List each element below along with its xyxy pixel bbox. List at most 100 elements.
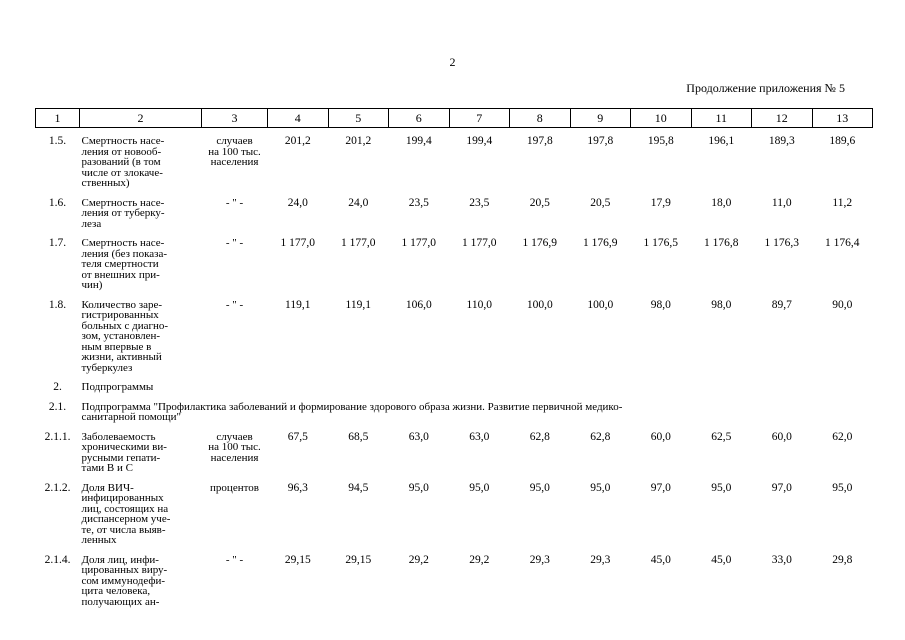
value-cell: 119,1 [345,298,371,311]
indicator-name: Доля ВИЧ- инфицированных лиц, состоящих … [81,481,171,547]
unit-of-measure: - " - [225,553,244,566]
value-cell: 94,5 [348,481,369,494]
indicators-table: 1 2 3 4 5 6 7 8 9 10 11 12 13 1.5. Смертность насе- л… [35,107,873,609]
indicator-name: Смертность насе- ления (без показа- теля… [81,237,168,292]
value-cell: 45,0 [711,553,732,566]
value-cell: 95,0 [529,481,550,494]
table-row: 1.5. Смертность насе- ления от новооб- ра… [36,128,873,190]
value-cell: 18,0 [711,196,732,209]
value-cell: 100,0 [526,298,553,311]
value-cell: 97,0 [650,481,671,494]
value-cell: 20,5 [529,196,550,209]
table-row: 2.1.2. Доля ВИЧ- инфицированных лиц, сост… [36,475,873,547]
section-title: Подпрограммы [81,381,154,394]
column-header: 2 [79,107,202,129]
value-cell: 90,0 [832,298,853,311]
row-number: 2.1.2. [44,481,71,494]
table-row: 1.8. Количество заре- гистрированных боль… [36,292,873,375]
column-header: 8 [509,107,571,129]
value-cell: 98,0 [650,298,671,311]
value-cell: 195,8 [647,135,674,148]
row-number: 2.1. [48,400,67,413]
value-cell: 29,8 [832,553,853,566]
unit-of-measure: - " - [225,237,244,250]
value-cell: 63,0 [469,430,490,443]
column-header: 1 [35,107,80,129]
column-header: 12 [751,107,813,129]
header-row: 1 2 3 4 5 6 7 8 9 10 11 12 13 [35,107,873,129]
column-header: 13 [811,107,873,129]
value-cell: 33,0 [771,553,792,566]
value-cell: 62,8 [529,430,550,443]
table-body: 1.5. Смертность насе- ления от новооб- ра… [36,128,873,609]
value-cell: 68,5 [348,430,369,443]
indicator-name: Доля лиц, инфи- цированных виру- сом имм… [81,553,168,608]
value-cell: 201,2 [345,135,372,148]
value-cell: 95,0 [711,481,732,494]
value-cell: 189,6 [829,135,856,148]
value-cell: 95,0 [832,481,853,494]
value-cell: 98,0 [711,298,732,311]
unit-of-measure: случаев на 100 тыс. населения [208,430,261,464]
value-cell: 119,1 [285,298,311,311]
value-cell: 110,0 [466,298,492,311]
row-number: 1.7. [48,237,67,250]
value-cell: 62,0 [832,430,853,443]
value-cell: 1 176,8 [704,237,739,250]
value-cell: 106,0 [405,298,432,311]
column-header: 6 [388,107,450,129]
value-cell: 97,0 [771,481,792,494]
value-cell: 45,0 [650,553,671,566]
value-cell: 189,3 [768,135,795,148]
column-header: 5 [327,107,389,129]
indicator-name: Смертность насе- ления от новооб- разова… [81,135,165,190]
column-header: 4 [267,107,329,129]
value-cell: 67,5 [287,430,308,443]
value-cell: 63,0 [408,430,429,443]
row-number: 2. [53,381,62,394]
value-cell: 29,3 [590,553,611,566]
section-row: 2.1. Подпрограмма "Профилактика заболеван… [36,394,873,424]
table-row: 1.6. Смертность насе- ления от туберку- л… [36,190,873,231]
row-number: 2.1.1. [44,430,71,443]
value-cell: 60,0 [771,430,792,443]
value-cell: 11,2 [832,196,853,209]
value-cell: 95,0 [469,481,490,494]
value-cell: 1 176,9 [583,237,618,250]
table-header: 1 2 3 4 5 6 7 8 9 10 11 12 13 [35,107,873,129]
indicator-name: Смертность насе- ления от туберку- леза [81,196,165,230]
value-cell: 1 177,0 [401,237,437,250]
row-number: 2.1.4. [44,553,71,566]
column-header: 11 [690,107,752,129]
indicator-name: Количество заре- гистрированных больных … [81,298,169,374]
value-cell: 62,8 [590,430,611,443]
value-cell: 95,0 [408,481,429,494]
continuation-note: Продолжение приложения № 5 [686,81,845,95]
value-cell: 1 177,0 [280,237,316,250]
value-cell: 29,2 [469,553,490,566]
value-cell: 29,2 [408,553,429,566]
column-header: 9 [569,107,631,129]
value-cell: 1 176,3 [764,237,800,250]
unit-of-measure: процентов [210,481,259,494]
section-row: 2. Подпрограммы [36,374,873,394]
value-cell: 100,0 [587,298,614,311]
value-cell: 23,5 [469,196,490,209]
value-cell: 1 177,0 [462,237,497,250]
value-cell: 199,4 [466,135,493,148]
value-cell: 60,0 [650,430,671,443]
value-cell: 199,4 [405,135,432,148]
value-cell: 20,5 [590,196,611,209]
value-cell: 197,8 [526,135,553,148]
value-cell: 1 176,5 [643,237,679,250]
value-cell: 89,7 [771,298,792,311]
value-cell: 197,8 [587,135,614,148]
value-cell: 196,1 [708,135,735,148]
value-cell: 95,0 [590,481,611,494]
value-cell: 29,15 [345,553,372,566]
value-cell: 29,15 [284,553,311,566]
row-number: 1.5. [48,135,67,148]
table-row: 1.7. Смертность насе- ления (без показа- … [36,230,873,292]
value-cell: 201,2 [284,135,311,148]
